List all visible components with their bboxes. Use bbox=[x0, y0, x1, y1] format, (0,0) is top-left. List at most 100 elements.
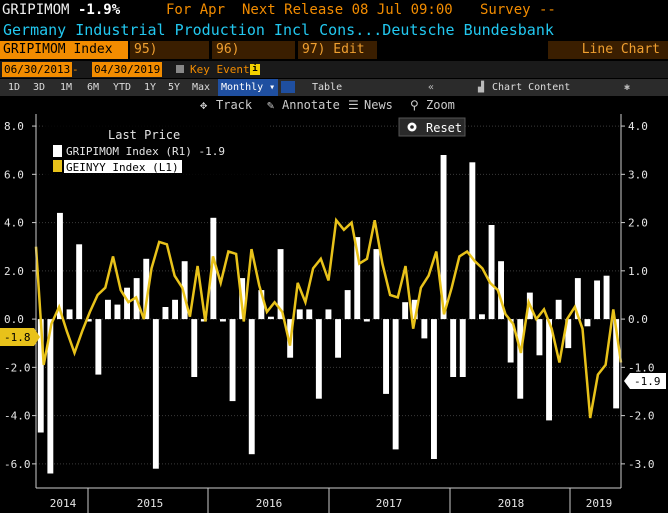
svg-text:-1.8: -1.8 bbox=[4, 331, 31, 344]
period-bar: 1D 3D 1M 6M YTD 1Y 5Y Max Monthly ▾ Tabl… bbox=[0, 79, 668, 96]
line-series bbox=[34, 217, 623, 419]
right-tick-label: -3.0 bbox=[628, 458, 655, 471]
news-icon: ☰ bbox=[348, 98, 359, 112]
news-button[interactable]: News bbox=[364, 98, 393, 112]
period-1y[interactable]: 1Y bbox=[144, 82, 157, 93]
reset-label: Reset bbox=[426, 121, 462, 135]
bar bbox=[373, 249, 380, 320]
info-icon[interactable]: i bbox=[250, 64, 260, 75]
legend-series-1: GRIPIMOM Index (R1) -1.9 bbox=[66, 145, 225, 158]
left-tick-label: 2.0 bbox=[4, 265, 24, 278]
header-bar: GRIPIMOM -1.9% For Apr Next Release 08 J… bbox=[0, 0, 668, 21]
key-events-checkbox[interactable] bbox=[176, 65, 184, 73]
frequency-dropdown[interactable]: Monthly ▾ bbox=[218, 79, 279, 96]
bar bbox=[383, 319, 389, 394]
zoom-button[interactable]: Zoom bbox=[426, 98, 455, 112]
left-tick-label: -4.0 bbox=[4, 410, 31, 423]
chart-content-button[interactable]: Chart Content bbox=[492, 82, 571, 93]
left-tick-label: 6.0 bbox=[4, 168, 24, 181]
bar bbox=[325, 309, 332, 320]
period-1m[interactable]: 1M bbox=[60, 82, 73, 93]
x-tick-label: 2016 bbox=[256, 497, 283, 510]
period-6m[interactable]: 6M bbox=[87, 82, 100, 93]
right-tick-label: -2.0 bbox=[628, 410, 655, 423]
legend: Last Price GRIPIMOM Index (R1) -1.9 GEIN… bbox=[44, 119, 270, 182]
left-tick-label: 8.0 bbox=[4, 120, 24, 133]
date-range-bar: 06/30/2013 - 04/30/2019 Key Events i bbox=[0, 61, 668, 78]
bar bbox=[546, 319, 552, 421]
track-button[interactable]: Track bbox=[216, 98, 253, 112]
line-chart-icon[interactable] bbox=[281, 81, 295, 93]
bar bbox=[402, 302, 409, 320]
track-icon: ✥ bbox=[200, 98, 208, 112]
bar bbox=[37, 319, 44, 433]
bar bbox=[431, 319, 437, 459]
bar bbox=[229, 319, 236, 402]
bar bbox=[335, 319, 341, 358]
period-3d[interactable]: 3D bbox=[33, 82, 46, 93]
collapse-left-icon[interactable]: « bbox=[428, 82, 435, 93]
end-date-field[interactable]: 04/30/2019 bbox=[92, 62, 163, 77]
bar bbox=[507, 319, 514, 363]
bar bbox=[172, 299, 178, 320]
bar bbox=[296, 309, 303, 320]
period-5y[interactable]: 5Y bbox=[168, 82, 181, 93]
bar-series bbox=[37, 155, 620, 474]
legend-swatch-bar bbox=[53, 145, 62, 157]
bar bbox=[565, 319, 572, 349]
bar bbox=[459, 319, 466, 377]
bar bbox=[152, 319, 159, 469]
x-axis: 2014 2015 2016 2017 2018 2019 bbox=[36, 487, 621, 513]
start-date-field[interactable]: 06/30/2013 bbox=[2, 62, 73, 77]
period-1d[interactable]: 1D bbox=[8, 82, 21, 93]
key-events-label: Key Events bbox=[190, 63, 257, 76]
chart-type-label[interactable]: Line Chart bbox=[548, 41, 668, 59]
bar bbox=[574, 278, 581, 320]
table-button[interactable]: Table bbox=[312, 82, 343, 93]
ticker-field[interactable]: GRIPIMOM Index bbox=[0, 41, 128, 59]
bar bbox=[536, 319, 543, 356]
bar bbox=[248, 319, 255, 455]
bar bbox=[191, 319, 198, 377]
legend-series-2: GEINYY Index (L1) -1.8 bbox=[66, 161, 212, 174]
right-tick-label: -1.0 bbox=[628, 361, 655, 374]
x-tick-label: 2017 bbox=[376, 497, 403, 510]
next-release: Next Release 08 Jul 09:00 bbox=[242, 2, 453, 18]
x-tick-label: 2014 bbox=[50, 497, 77, 510]
bar bbox=[584, 319, 591, 327]
x-tick-label: 2015 bbox=[137, 497, 164, 510]
last-value-left-badge: -1.8 bbox=[0, 328, 40, 346]
period-ytd[interactable]: YTD bbox=[113, 82, 132, 93]
bar bbox=[277, 249, 284, 320]
bar bbox=[143, 258, 150, 320]
chart-tools: ✥ Track ✎ Annotate ☰ News ⚲ Zoom bbox=[0, 96, 668, 114]
bar bbox=[162, 307, 169, 320]
reset-button[interactable]: Reset bbox=[398, 117, 466, 137]
bar bbox=[200, 319, 207, 322]
bar bbox=[220, 319, 226, 322]
bar bbox=[95, 319, 102, 375]
annotate-icon: ✎ bbox=[267, 98, 275, 112]
period-max[interactable]: Max bbox=[192, 82, 211, 93]
settings-gear-icon[interactable]: ✱ bbox=[624, 82, 631, 93]
bar bbox=[114, 304, 121, 320]
svg-text:-1.9: -1.9 bbox=[634, 375, 661, 388]
left-tick-label: -2.0 bbox=[4, 361, 31, 374]
security-description: Germany Industrial Production Incl Cons.… bbox=[3, 21, 554, 39]
bar bbox=[105, 299, 111, 320]
right-tick-label: 4.0 bbox=[628, 120, 648, 133]
x-tick-label: 2019 bbox=[586, 497, 613, 510]
left-tick-label: 0.0 bbox=[4, 313, 24, 326]
bar bbox=[66, 309, 73, 320]
bar bbox=[76, 244, 83, 320]
bar bbox=[488, 225, 495, 320]
bar bbox=[392, 319, 399, 450]
annotate-button[interactable]: Annotate bbox=[282, 98, 340, 112]
bar bbox=[344, 290, 351, 320]
bar bbox=[440, 155, 447, 320]
bar bbox=[479, 314, 485, 320]
left-tick-label: 4.0 bbox=[4, 217, 24, 230]
left-axis: 8.0 6.0 4.0 2.0 0.0 -2.0 -4.0 -6.0 bbox=[4, 114, 37, 488]
bar bbox=[57, 212, 63, 320]
